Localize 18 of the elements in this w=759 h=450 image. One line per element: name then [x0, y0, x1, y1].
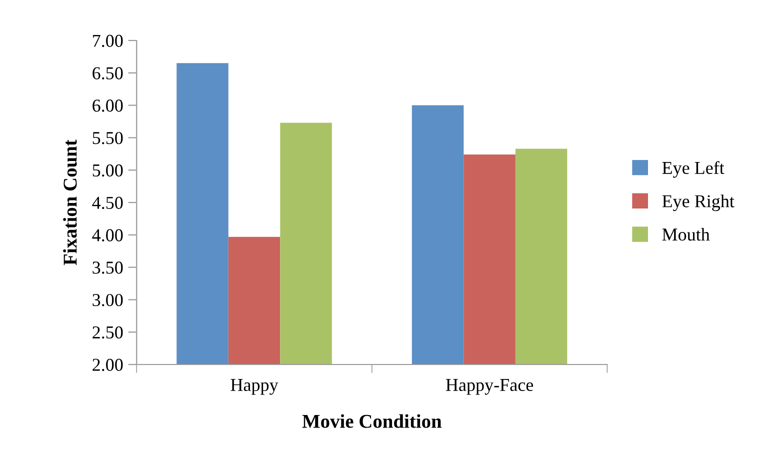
y-axis-title: Fixation Count — [63, 140, 77, 266]
legend-label: Mouth — [662, 228, 710, 241]
legend-label: Eye Left — [662, 161, 724, 178]
x-axis-title: Movie Condition — [302, 414, 442, 428]
y-tick-label: 7.00 — [93, 34, 123, 48]
y-tick-label: 2.50 — [92, 326, 123, 339]
y-tick-label: 3.50 — [92, 262, 123, 274]
y-tick-label: 5.50 — [92, 132, 123, 144]
y-tick-label: 3.00 — [92, 294, 123, 306]
y-tick-label: 6.50 — [92, 67, 123, 80]
legend-label: Eye Right — [662, 194, 734, 212]
y-tick-label: 2.00 — [92, 358, 123, 372]
x-tick-label: Happy — [230, 379, 278, 395]
y-tick-label: 6.00 — [92, 100, 123, 112]
x-tick-label: Happy-Face — [446, 379, 534, 395]
y-tick-label: 4.50 — [92, 196, 123, 210]
y-tick-label: 4.00 — [92, 229, 123, 242]
y-tick-label: 5.00 — [92, 164, 123, 177]
